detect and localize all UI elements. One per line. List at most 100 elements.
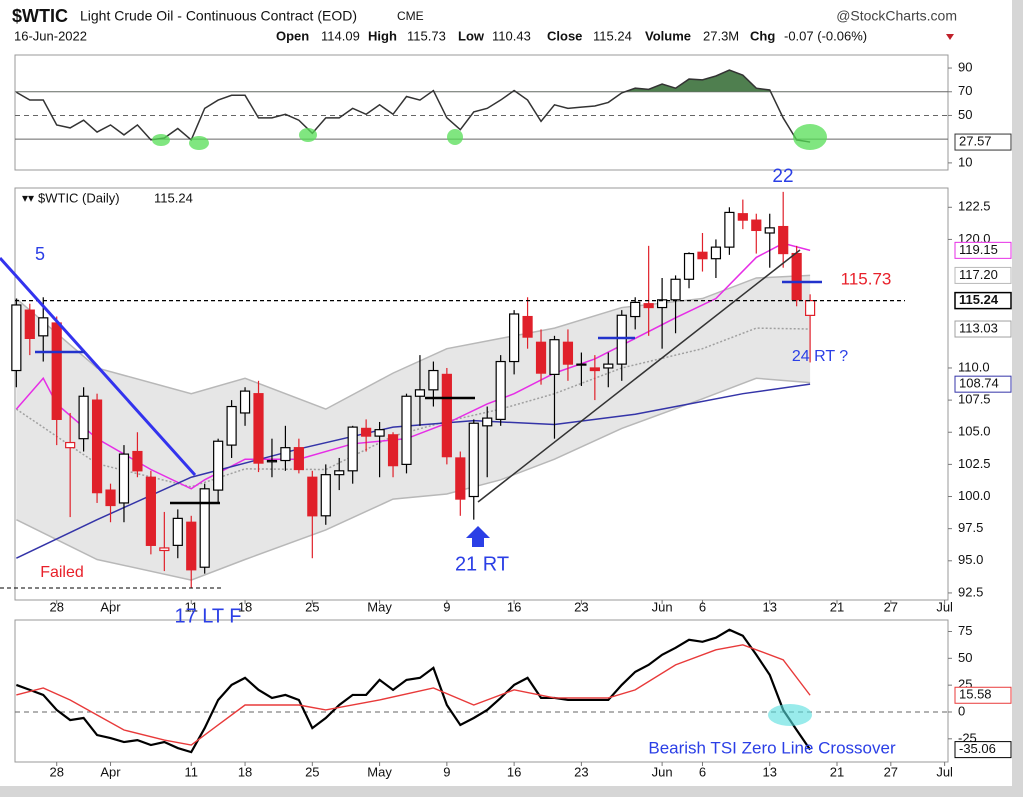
y-tick-label: 100.0: [958, 488, 991, 503]
symbol: $WTIC: [12, 6, 68, 26]
x-tick-label: 16: [507, 764, 521, 779]
x-tick-label: 25: [305, 764, 319, 779]
trend-line: [0, 256, 197, 477]
candle-body: [509, 313, 520, 363]
y-tick-label: 107.5: [958, 392, 991, 407]
candle-body: [65, 441, 76, 449]
series-line: [15, 628, 812, 754]
candle-body: [78, 395, 89, 440]
panel-frame: [14, 619, 949, 763]
y-tick-label: 50: [958, 107, 972, 122]
crossover-marker: [768, 704, 812, 726]
candle-body: [441, 373, 452, 458]
x-tick-label: 16: [507, 599, 521, 614]
x-tick-label: 28: [49, 764, 63, 779]
field-label: Open: [276, 28, 309, 43]
candle-body: [320, 474, 331, 517]
y-tick-label: 105.0: [958, 424, 991, 439]
field-value: 27.3M: [703, 28, 739, 43]
last-value-box: [954, 291, 1012, 310]
x-tick-label: 27: [884, 764, 898, 779]
last-value-label: 108.74: [959, 376, 999, 391]
x-tick-label: 18: [238, 764, 252, 779]
x-tick-label: May: [367, 764, 392, 779]
x-tick-label: 11: [184, 764, 198, 779]
y-tick-label: 92.5: [958, 584, 983, 599]
legend-value: 115.24: [154, 190, 193, 205]
last-value-box: [954, 241, 1012, 259]
field-label: Close: [547, 28, 582, 43]
series-line: [15, 69, 811, 143]
x-tick-label: 9: [443, 764, 450, 779]
last-value-label: 27.57: [959, 133, 992, 148]
x-tick-label: 13: [763, 599, 777, 614]
y-tick-label: 90: [958, 59, 972, 74]
series-line: [15, 327, 811, 488]
candle-body: [643, 303, 654, 309]
y-tick-label: 10: [958, 154, 972, 169]
x-tick-label: 21: [830, 764, 844, 779]
candle-body: [186, 521, 197, 571]
candle-body: [105, 489, 116, 507]
field-label: Chg: [750, 28, 775, 43]
candle-body: [778, 225, 789, 255]
candle-body: [805, 300, 816, 316]
candle-body: [199, 488, 210, 568]
candle-body: [307, 476, 318, 517]
x-tick-label: 27: [884, 599, 898, 614]
last-value-label: 15.58: [959, 687, 992, 702]
marker: [793, 124, 827, 150]
oversold-markers: [152, 124, 827, 150]
candle-body: [764, 227, 775, 234]
last-value-box: [954, 375, 1012, 393]
x-tick-label: Apr: [100, 764, 121, 779]
candle-body: [683, 252, 695, 280]
marker: [152, 134, 170, 146]
candle-body: [751, 219, 762, 232]
x-tick-label: 13: [763, 764, 777, 779]
candle-body: [414, 389, 426, 397]
arrow: [466, 526, 490, 547]
y-tick-label: 102.5: [958, 456, 991, 471]
candle-body: [562, 341, 574, 365]
candle-body: [482, 417, 493, 427]
candle-body: [535, 341, 547, 374]
field-label: Low: [458, 28, 485, 43]
x-tick-label: 23: [574, 764, 588, 779]
candle-body: [616, 314, 627, 365]
x-tick-label: 21: [830, 599, 844, 614]
marker: [299, 128, 317, 142]
candle-body: [334, 470, 345, 476]
last-value-box: [954, 741, 1012, 759]
candle-body: [630, 301, 641, 318]
x-tick-label: 25: [305, 599, 319, 614]
x-tick-label: 6: [699, 764, 706, 779]
field-value: -0.07 (-0.06%): [784, 28, 867, 43]
annotation: 17 LT F: [174, 605, 241, 627]
trend-line: [477, 249, 801, 503]
y-tick-label: 97.5: [958, 520, 983, 535]
last-value-label: 119.15: [959, 242, 998, 257]
candle-body: [145, 476, 156, 546]
candle-body: [387, 434, 399, 467]
last-value-box: [954, 686, 1012, 704]
candle-body: [172, 517, 183, 546]
annotation: Failed: [40, 564, 84, 581]
x-tick-label: Jul: [936, 764, 953, 779]
y-tick-label: 110.0: [958, 359, 990, 374]
x-tick-label: 18: [238, 599, 252, 614]
x-tick-label: Jun: [652, 764, 673, 779]
candle-body: [347, 426, 358, 472]
candle-body: [468, 422, 479, 498]
candle-body: [213, 440, 224, 491]
annotation: 21 RT: [455, 553, 509, 575]
x-tick-label: May: [367, 599, 392, 614]
candle-body: [589, 367, 600, 372]
candle-body: [576, 363, 587, 366]
candle-body: [791, 252, 802, 301]
y-tick-label: 95.0: [958, 552, 983, 567]
candle-body: [132, 450, 143, 472]
candle-body: [710, 246, 722, 260]
